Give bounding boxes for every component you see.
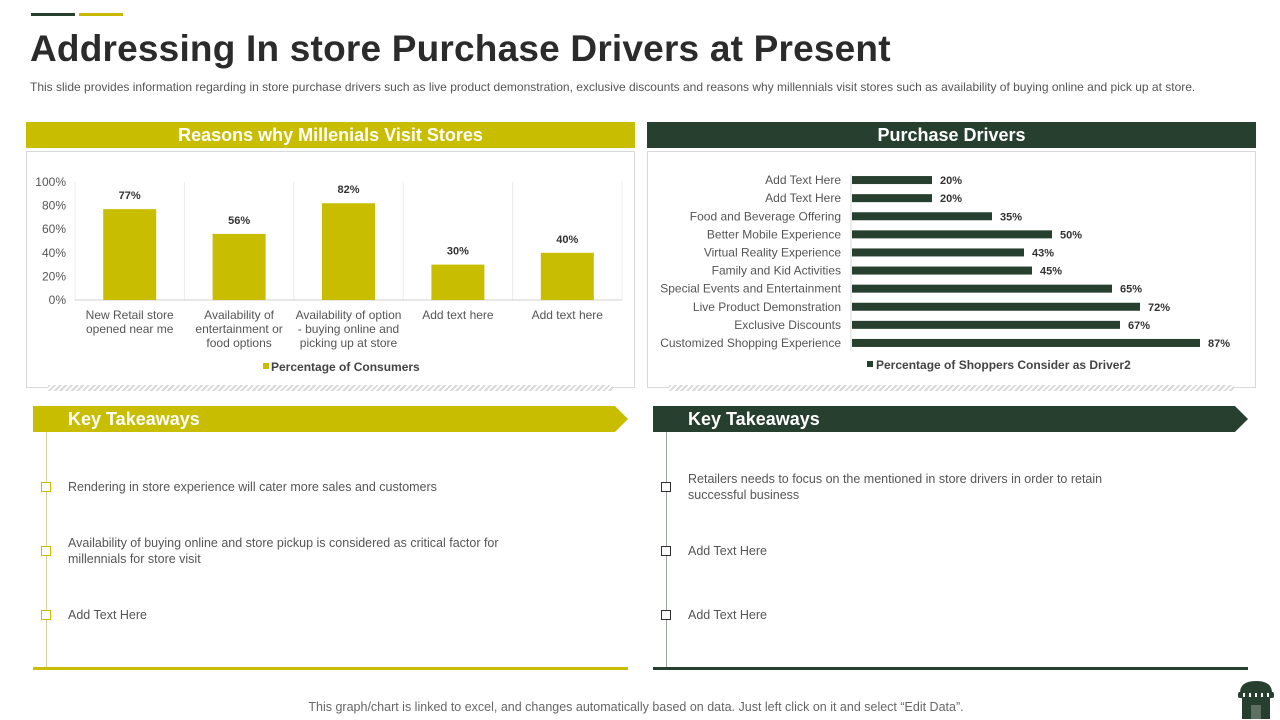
y-tick-label: 0%	[49, 293, 67, 307]
y-tick-label: 60%	[42, 222, 66, 236]
takeaway-item: Add Text Here	[688, 607, 767, 623]
bar-value-label: 67%	[1128, 320, 1150, 332]
takeaways-left-bottom-rule	[33, 667, 628, 670]
category-label: picking up at store	[300, 336, 398, 350]
footnote: This graph/chart is linked to excel, and…	[308, 700, 964, 714]
bar-value-label: 77%	[119, 190, 141, 202]
bullet-checkbox-icon	[661, 482, 671, 492]
category-label: Add Text Here	[765, 173, 841, 187]
bar-value-label: 56%	[228, 215, 250, 227]
category-label: Exclusive Discounts	[734, 318, 841, 332]
category-label: Add text here	[532, 308, 604, 322]
takeaway-line: Add Text Here	[68, 608, 147, 622]
purchase-drivers-panel-header: Purchase Drivers	[647, 122, 1256, 148]
category-label: - buying online and	[298, 322, 399, 336]
bar[interactable]	[852, 320, 1120, 329]
millenials-panel-header: Reasons why Millenials Visit Stores	[26, 122, 635, 148]
category-label: Add Text Here	[765, 191, 841, 205]
bar[interactable]	[852, 212, 992, 221]
takeaway-item: Retailers needs to focus on the mentione…	[688, 471, 1102, 503]
category-label: Special Events and Entertainment	[660, 282, 841, 296]
category-label: food options	[206, 336, 271, 350]
category-label: Live Product Demonstration	[693, 300, 841, 314]
millenials-chart-box[interactable]: 100% 80% 60% 40% 20% 0% 77% New Retail store ope…	[26, 151, 635, 388]
takeaway-line: successful business	[688, 488, 800, 502]
takeaway-line: Add Text Here	[688, 544, 767, 558]
takeaway-item: Add Text Here	[688, 543, 767, 559]
bar[interactable]	[852, 338, 1200, 347]
bar[interactable]	[852, 194, 932, 203]
bar[interactable]	[103, 209, 157, 300]
key-takeaways-right-banner: Key Takeaways	[653, 406, 1248, 432]
legend-label: Percentage of Shoppers Consider as Drive…	[876, 358, 1131, 372]
left-chart-shadow	[48, 385, 613, 391]
bar[interactable]	[852, 230, 1052, 239]
takeaway-line: Rendering in store experience will cater…	[68, 480, 437, 494]
store-icon	[1238, 681, 1274, 719]
category-label: Add text here	[422, 308, 494, 322]
key-takeaways-left-banner: Key Takeaways	[33, 406, 628, 432]
bullet-checkbox-icon	[41, 546, 51, 556]
bar-value-label: 87%	[1208, 338, 1230, 350]
y-tick-label: 40%	[42, 246, 66, 260]
title-accent-gold	[79, 13, 123, 16]
category-label: Virtual Reality Experience	[704, 245, 842, 259]
legend-swatch	[867, 361, 873, 367]
bar[interactable]	[431, 264, 485, 300]
y-tick-label: 100%	[35, 175, 66, 189]
takeaway-item: Availability of buying online and store …	[68, 535, 499, 567]
category-label: entertainment or	[195, 322, 282, 336]
legend-label: Percentage of Consumers	[271, 360, 420, 374]
category-label: opened near me	[86, 322, 174, 336]
bar-value-label: 20%	[940, 175, 962, 187]
bar-value-label: 30%	[447, 246, 469, 258]
bar-value-label: 43%	[1032, 247, 1054, 259]
page-title: Addressing In store Purchase Drivers at …	[30, 28, 891, 69]
bar-value-label: 45%	[1040, 266, 1062, 278]
bar-value-label: 35%	[1000, 211, 1022, 223]
bar-value-label: 82%	[337, 184, 359, 196]
takeaway-line: Add Text Here	[688, 608, 767, 622]
title-accent-dark	[31, 13, 75, 16]
category-label: Availability of option	[296, 308, 402, 322]
category-label: Food and Beverage Offering	[690, 209, 841, 223]
millenials-bar-chart[interactable]: 100% 80% 60% 40% 20% 0% 77% New Retail storeope…	[27, 152, 634, 387]
bar[interactable]	[852, 176, 932, 185]
legend-swatch	[263, 363, 269, 369]
takeaway-item: Rendering in store experience will cater…	[68, 479, 437, 495]
category-label: Availability of	[204, 308, 274, 322]
bullet-checkbox-icon	[661, 546, 671, 556]
bar[interactable]	[852, 302, 1140, 311]
bar-value-label: 20%	[940, 193, 962, 205]
takeaway-line: Retailers needs to focus on the mentione…	[688, 472, 1103, 486]
right-chart-shadow	[669, 385, 1234, 391]
takeaway-item: Add Text Here	[68, 607, 147, 623]
takeaway-line: millennials for store visit	[68, 552, 201, 566]
bar[interactable]	[852, 248, 1024, 257]
bar-value-label: 50%	[1060, 229, 1082, 241]
category-label: Customized Shopping Experience	[660, 336, 841, 350]
bullet-checkbox-icon	[41, 610, 51, 620]
bar[interactable]	[322, 203, 375, 300]
bar[interactable]	[212, 233, 266, 300]
bar-value-label: 40%	[556, 234, 578, 246]
bar-value-label: 65%	[1120, 284, 1142, 296]
y-tick-label: 20%	[42, 269, 66, 283]
takeaway-line: Availability of buying online and store …	[68, 536, 499, 550]
purchase-drivers-bar-chart[interactable]: Add Text Here 20% Add Text Here 20% Food and…	[648, 152, 1255, 387]
category-label: Better Mobile Experience	[707, 227, 841, 241]
page-description: This slide provides information regardin…	[30, 80, 1196, 94]
takeaways-right-bottom-rule	[653, 667, 1248, 670]
category-label: New Retail store	[86, 308, 174, 322]
bar[interactable]	[540, 252, 594, 300]
bullet-checkbox-icon	[41, 482, 51, 492]
bar-value-label: 72%	[1148, 302, 1170, 314]
y-tick-label: 80%	[42, 199, 66, 213]
bar[interactable]	[852, 266, 1032, 275]
category-label: Family and Kid Activities	[712, 264, 841, 278]
bullet-checkbox-icon	[661, 610, 671, 620]
bar[interactable]	[852, 284, 1112, 293]
purchase-drivers-chart-box[interactable]: Add Text Here 20% Add Text Here 20% Food and…	[647, 151, 1256, 388]
